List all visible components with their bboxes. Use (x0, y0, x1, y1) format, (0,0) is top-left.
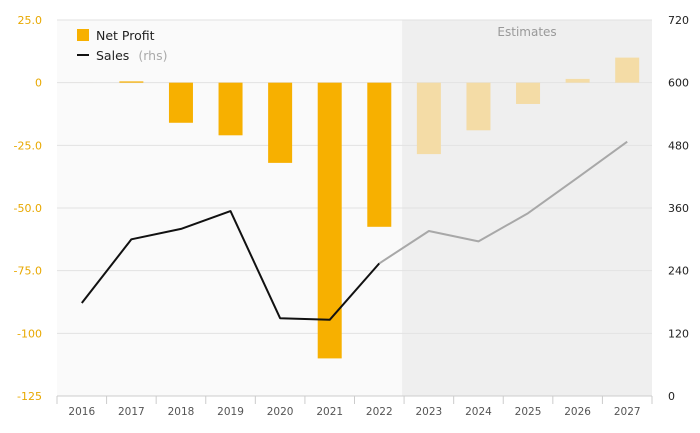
bar-2020 (268, 82, 293, 163)
right-tick-label: 0 (668, 390, 675, 403)
left-axis-ticks: 25.0 0 -25.0 -50.0 -75.0 -100 -125 (14, 14, 42, 403)
bar-2018 (168, 82, 193, 123)
x-tick-label: 2024 (465, 406, 492, 418)
left-tick-label: -75.0 (14, 265, 42, 278)
left-tick-label: -50.0 (14, 202, 42, 215)
bar-2023 (416, 82, 441, 155)
sales-line (81, 140, 628, 321)
legend-swatch-net-profit (77, 29, 89, 41)
x-axis-ticks: 2016 2017 2018 2019 2020 2021 2022 2023 2024 2025… (68, 406, 640, 418)
bar-2024 (466, 82, 491, 131)
right-tick-label: 480 (668, 139, 689, 152)
legend-label-sales-suffix: (rhs) (138, 48, 167, 63)
x-tick-label: 2021 (316, 406, 343, 418)
x-tick-label: 2025 (515, 406, 542, 418)
x-tick-label: 2018 (168, 406, 195, 418)
legend-label-sales-name: Sales (96, 48, 129, 63)
estimates-label: Estimates (497, 25, 556, 39)
left-tick-label: -125 (17, 390, 42, 403)
x-tick-label: 2027 (614, 406, 641, 418)
bar-2027 (615, 57, 640, 83)
x-tick-label: 2023 (416, 406, 443, 418)
left-tick-label: -100 (17, 327, 42, 340)
left-tick-label: -25.0 (14, 139, 42, 152)
right-tick-label: 240 (668, 265, 689, 278)
right-tick-label: 360 (668, 202, 689, 215)
legend-label-net-profit: Net Profit (96, 28, 155, 43)
left-tick-label: 25.0 (18, 14, 43, 27)
x-tick-label: 2022 (366, 406, 393, 418)
x-tick-label: 2017 (118, 406, 145, 418)
legend-label-sales: Sales (rhs) (96, 45, 167, 64)
x-tick-label: 2019 (217, 406, 244, 418)
right-tick-label: 600 (668, 77, 689, 90)
x-tick-label: 2016 (68, 406, 95, 418)
right-axis-ticks: 720 600 480 360 240 120 0 (668, 14, 689, 403)
x-tick-label: 2020 (267, 406, 294, 418)
sales-line-estimate (378, 140, 628, 265)
net-profit-bars (69, 57, 640, 359)
left-tick-label: 0 (35, 77, 42, 90)
legend: Net Profit Sales (rhs) (77, 28, 167, 64)
bar-2019 (218, 82, 243, 136)
bar-2025 (516, 82, 541, 104)
bar-2022 (367, 82, 392, 227)
gridlines (56, 19, 653, 404)
sales-line-actual (81, 210, 381, 321)
bar-2017 (119, 81, 144, 83)
bar-2026 (565, 78, 590, 83)
right-tick-label: 720 (668, 14, 689, 27)
right-tick-label: 120 (668, 327, 689, 340)
x-tick-label: 2026 (564, 406, 591, 418)
bar-2021 (317, 82, 342, 359)
